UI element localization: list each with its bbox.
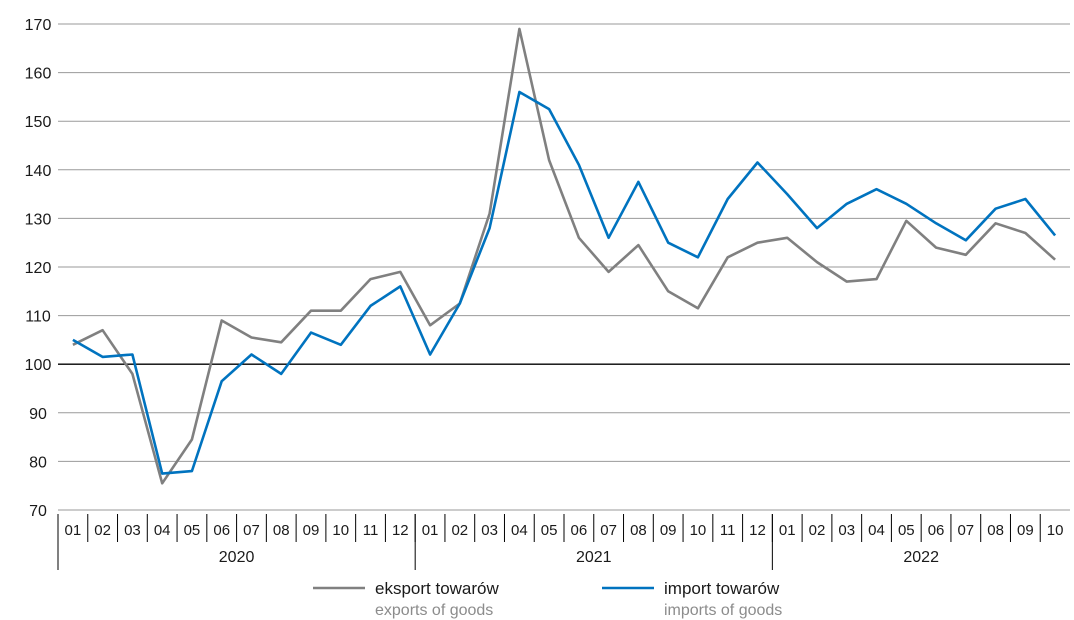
x-tick-label: 03 xyxy=(838,522,855,539)
y-tick-label: 100 xyxy=(25,357,52,374)
x-tick-label: 04 xyxy=(511,522,528,539)
x-tick-label: 05 xyxy=(898,522,915,539)
series-line-exports xyxy=(72,27,1056,485)
x-tick-label: 08 xyxy=(630,522,647,539)
legend: eksport towarów exports of goods import … xyxy=(313,579,782,619)
x-tick-label: 05 xyxy=(184,522,201,539)
x-tick-label: 07 xyxy=(600,522,617,539)
x-tick-label: 03 xyxy=(481,522,498,539)
x-tick-label: 01 xyxy=(65,522,82,539)
x-tick-label: 01 xyxy=(422,522,439,539)
x-tick-label: 04 xyxy=(868,522,885,539)
x-tick-label: 07 xyxy=(243,522,260,539)
x-tick-label: 05 xyxy=(541,522,558,539)
x-tick-label: 01 xyxy=(779,522,796,539)
year-label: 2020 xyxy=(219,549,255,566)
x-tick-label: 11 xyxy=(363,522,379,539)
x-tick-label: 06 xyxy=(571,522,588,539)
y-tick-label: 140 xyxy=(25,163,52,180)
y-tick-label: 110 xyxy=(25,309,51,326)
x-tick-label: 06 xyxy=(213,522,230,539)
x-tick-label: 02 xyxy=(94,522,111,539)
y-tick-label: 120 xyxy=(25,260,52,277)
series-lines xyxy=(72,27,1057,485)
x-tick-label: 08 xyxy=(273,522,290,539)
x-tick-label: 09 xyxy=(303,522,320,539)
y-tick-label: 160 xyxy=(25,66,52,83)
year-label: 2022 xyxy=(903,549,939,566)
y-axis: 70 80 90 100 110 120 130 140 150 160 170 xyxy=(25,17,52,520)
x-tick-label: 06 xyxy=(928,522,945,539)
x-tick-label: 10 xyxy=(332,522,349,539)
x-tick-label: 10 xyxy=(1047,522,1064,539)
x-axis: 01 02 03 04 05 06 07 08 09 10 11 12 01 02 03 04 05 06 07 08… xyxy=(57,514,1064,570)
x-tick-label: 02 xyxy=(451,522,468,539)
y-tick-label: 80 xyxy=(29,454,47,471)
x-tick-label: 09 xyxy=(660,522,677,539)
y-tick-label: 150 xyxy=(25,114,52,131)
x-tick-label: 02 xyxy=(809,522,826,539)
x-tick-label: 10 xyxy=(690,522,707,539)
x-tick-label: 11 xyxy=(720,522,736,539)
x-tick-label: 04 xyxy=(154,522,171,539)
y-tick-label: 130 xyxy=(25,211,52,228)
legend-sublabel-exports: exports of goods xyxy=(375,602,493,619)
legend-sublabel-imports: imports of goods xyxy=(664,602,782,619)
x-tick-label: 03 xyxy=(124,522,141,539)
legend-label-imports: import towarów xyxy=(664,579,780,598)
y-tick-label: 90 xyxy=(29,406,47,423)
x-tick-label: 09 xyxy=(1017,522,1034,539)
y-tick-label: 70 xyxy=(29,503,47,520)
grid-lines xyxy=(58,23,1070,511)
year-label: 2021 xyxy=(576,549,612,566)
x-tick-label: 07 xyxy=(957,522,974,539)
series-line-imports xyxy=(72,90,1057,475)
x-tick-label: 08 xyxy=(987,522,1004,539)
legend-label-exports: eksport towarów xyxy=(375,579,499,598)
x-tick-label: 12 xyxy=(749,522,766,539)
y-tick-label: 170 xyxy=(25,17,52,34)
x-tick-label: 12 xyxy=(392,522,409,539)
